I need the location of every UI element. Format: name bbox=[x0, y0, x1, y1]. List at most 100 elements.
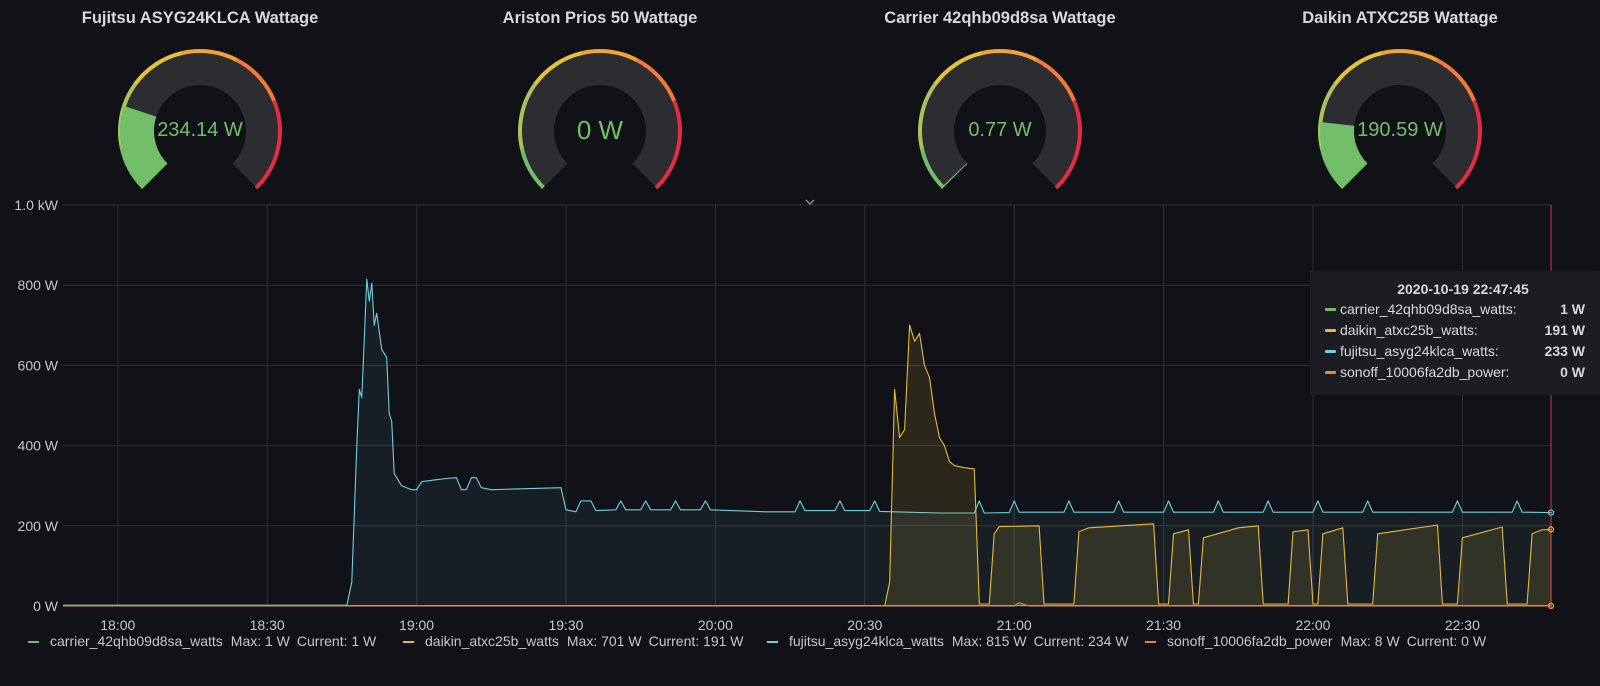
y-tick-label: 200 W bbox=[18, 518, 59, 534]
hover-point bbox=[1547, 602, 1555, 610]
tooltip-row: carrier_42qhb09d8sa_watts: 1 W bbox=[1325, 301, 1585, 319]
y-tick-label: 0 W bbox=[33, 598, 59, 614]
panel-title[interactable]: Fujitsu ASYG24KLCA Wattage bbox=[81, 9, 319, 27]
gauge-panel-ariston[interactable]: Ariston Prios 50 Wattage 0 W bbox=[400, 0, 800, 190]
series-color-swatch bbox=[1325, 308, 1336, 311]
legend-current: Current: 0 W bbox=[1406, 633, 1487, 649]
y-tick-label: 400 W bbox=[18, 438, 59, 454]
gauge-row: Fujitsu ASYG24KLCA Wattage 234.14 W Aris… bbox=[0, 0, 1600, 190]
gauge-threshold-band bbox=[1333, 51, 1383, 86]
chevron-down-icon[interactable] bbox=[805, 199, 815, 206]
series-color-swatch[interactable] bbox=[403, 641, 414, 643]
legend-series-name[interactable]: daikin_atxc25b_watts bbox=[425, 633, 559, 649]
gauge-track bbox=[520, 51, 680, 188]
y-tick-label: 800 W bbox=[18, 277, 59, 293]
series-area-daikin bbox=[63, 324, 1552, 606]
tooltip-time: 2020-10-19 22:47:45 bbox=[1397, 281, 1529, 297]
series-color-swatch bbox=[1325, 329, 1336, 332]
gauge-threshold-band bbox=[235, 57, 277, 102]
hover-point bbox=[1547, 509, 1555, 516]
legend-current: Current: 1 W bbox=[296, 633, 377, 649]
gauge-threshold-band bbox=[519, 147, 545, 189]
hover-point bbox=[1547, 526, 1555, 533]
x-tick-label: 20:00 bbox=[698, 617, 733, 630]
tooltip-series-value: 0 W bbox=[1560, 364, 1585, 380]
series-color-swatch bbox=[1325, 371, 1336, 374]
panel-title[interactable]: Daikin ATXC25B Wattage bbox=[1302, 9, 1498, 27]
gauge-threshold-band bbox=[1380, 49, 1438, 62]
x-tick-label: 18:30 bbox=[250, 617, 285, 630]
gauge-threshold-band bbox=[580, 49, 638, 62]
gauge-threshold-band bbox=[1054, 99, 1082, 190]
gauge-threshold-band bbox=[133, 51, 183, 86]
gauge-threshold-band bbox=[254, 99, 282, 190]
gauge-threshold-band bbox=[654, 99, 682, 190]
legend-series-name[interactable]: fujitsu_asyg24klca_watts bbox=[789, 633, 944, 649]
gauge-dial bbox=[118, 49, 282, 190]
tooltip-series-value: 233 W bbox=[1544, 343, 1585, 359]
series-line-fujitsu[interactable] bbox=[63, 278, 1553, 606]
legend-current: Current: 191 W bbox=[648, 633, 744, 649]
gauge-value: 0 W bbox=[576, 114, 624, 145]
gauge-threshold-band bbox=[1435, 57, 1477, 102]
gauge-dial bbox=[918, 49, 1082, 190]
gauge-value: 0.77 W bbox=[968, 118, 1032, 141]
grid: 0 W 200 W 400 W 600 W 800 W 1.0 kW 18:00 18:30 1… bbox=[14, 197, 1552, 630]
hover-tooltip: 2020-10-19 22:47:45 carrier_42qhb09d8sa_… bbox=[1310, 271, 1600, 395]
gauge-value: 234.14 W bbox=[157, 118, 243, 141]
tooltip-series-name: sonoff_10006fa2db_power: bbox=[1340, 364, 1510, 380]
x-tick-label: 20:30 bbox=[847, 617, 882, 630]
panel-title[interactable]: Ariston Prios 50 Wattage bbox=[502, 9, 698, 27]
legend-max: Max: 815 W bbox=[951, 633, 1027, 649]
y-tick-label: 1.0 kW bbox=[14, 197, 58, 213]
tooltip-series-name: daikin_atxc25b_watts: bbox=[1340, 322, 1478, 338]
x-tick-label: 21:30 bbox=[1146, 617, 1181, 630]
gauge-dial bbox=[1318, 49, 1482, 190]
tooltip-row: sonoff_10006fa2db_power: 0 W bbox=[1325, 364, 1585, 382]
x-tick-label: 22:00 bbox=[1295, 617, 1330, 630]
y-tick-label: 600 W bbox=[18, 357, 59, 373]
series-color-swatch[interactable] bbox=[767, 641, 778, 643]
gauge-threshold-band bbox=[518, 82, 538, 149]
gauge-threshold-band bbox=[918, 82, 938, 149]
gauge-value-arc bbox=[120, 105, 169, 188]
tooltip-series-value: 191 W bbox=[1544, 322, 1585, 338]
series-area-fujitsu bbox=[63, 279, 1552, 606]
tooltip-row: daikin_atxc25b_watts: 191 W bbox=[1325, 322, 1585, 340]
series-color-swatch[interactable] bbox=[1145, 641, 1156, 643]
gauge-value-arc bbox=[1320, 122, 1369, 188]
gauge-dial bbox=[518, 49, 682, 190]
x-tick-label: 21:00 bbox=[997, 617, 1032, 630]
gauge-threshold-band bbox=[635, 57, 677, 102]
gauge-threshold-band bbox=[180, 49, 238, 62]
gauge-value-arc bbox=[942, 162, 968, 188]
legend-current: Current: 234 W bbox=[1033, 633, 1129, 649]
series-color-swatch[interactable] bbox=[28, 641, 39, 643]
gauge-value: 190.59 W bbox=[1357, 118, 1443, 141]
legend-series-name[interactable]: carrier_42qhb09d8sa_watts bbox=[50, 633, 223, 649]
tooltip-series-value: 1 W bbox=[1560, 301, 1585, 317]
gauge-threshold-band bbox=[933, 51, 983, 86]
x-tick-label: 19:00 bbox=[399, 617, 434, 630]
chart-legend: carrier_42qhb09d8sa_watts Max: 1 W Current… bbox=[28, 633, 1588, 653]
legend-max: Max: 701 W bbox=[566, 633, 642, 649]
tooltip-series-name: fujitsu_asyg24klca_watts: bbox=[1340, 343, 1499, 359]
gauge-panel-daikin[interactable]: Daikin ATXC25B Wattage 190.59 W bbox=[1200, 0, 1600, 190]
legend-series-name[interactable]: sonoff_10006fa2db_power bbox=[1167, 633, 1333, 649]
series-line-sonoff[interactable] bbox=[63, 602, 1552, 607]
series-color-swatch bbox=[1325, 350, 1336, 353]
timeseries-panel[interactable]: 0 W 200 W 400 W 600 W 800 W 1.0 kW 18:00 18:30 1… bbox=[0, 190, 1600, 686]
tooltip-row: fujitsu_asyg24klca_watts: 233 W bbox=[1325, 343, 1585, 361]
panel-title[interactable]: Carrier 42qhb09d8sa Wattage bbox=[884, 9, 1116, 27]
series-line-daikin[interactable] bbox=[63, 324, 1553, 607]
tooltip-series-name: carrier_42qhb09d8sa_watts: bbox=[1340, 301, 1517, 317]
legend-max: Max: 8 W bbox=[1340, 633, 1400, 649]
x-tick-label: 19:30 bbox=[548, 617, 583, 630]
gauge-threshold-band bbox=[980, 49, 1038, 62]
timeseries-chart[interactable]: 0 W 200 W 400 W 600 W 800 W 1.0 kW 18:00 18:30 1… bbox=[0, 190, 1600, 630]
gauge-threshold-band bbox=[1035, 57, 1077, 102]
gauge-track bbox=[920, 51, 1080, 188]
x-tick-label: 22:30 bbox=[1445, 617, 1480, 630]
gauge-panel-fujitsu[interactable]: Fujitsu ASYG24KLCA Wattage 234.14 W bbox=[0, 0, 400, 190]
gauge-panel-carrier[interactable]: Carrier 42qhb09d8sa Wattage 0.77 W bbox=[800, 0, 1200, 190]
